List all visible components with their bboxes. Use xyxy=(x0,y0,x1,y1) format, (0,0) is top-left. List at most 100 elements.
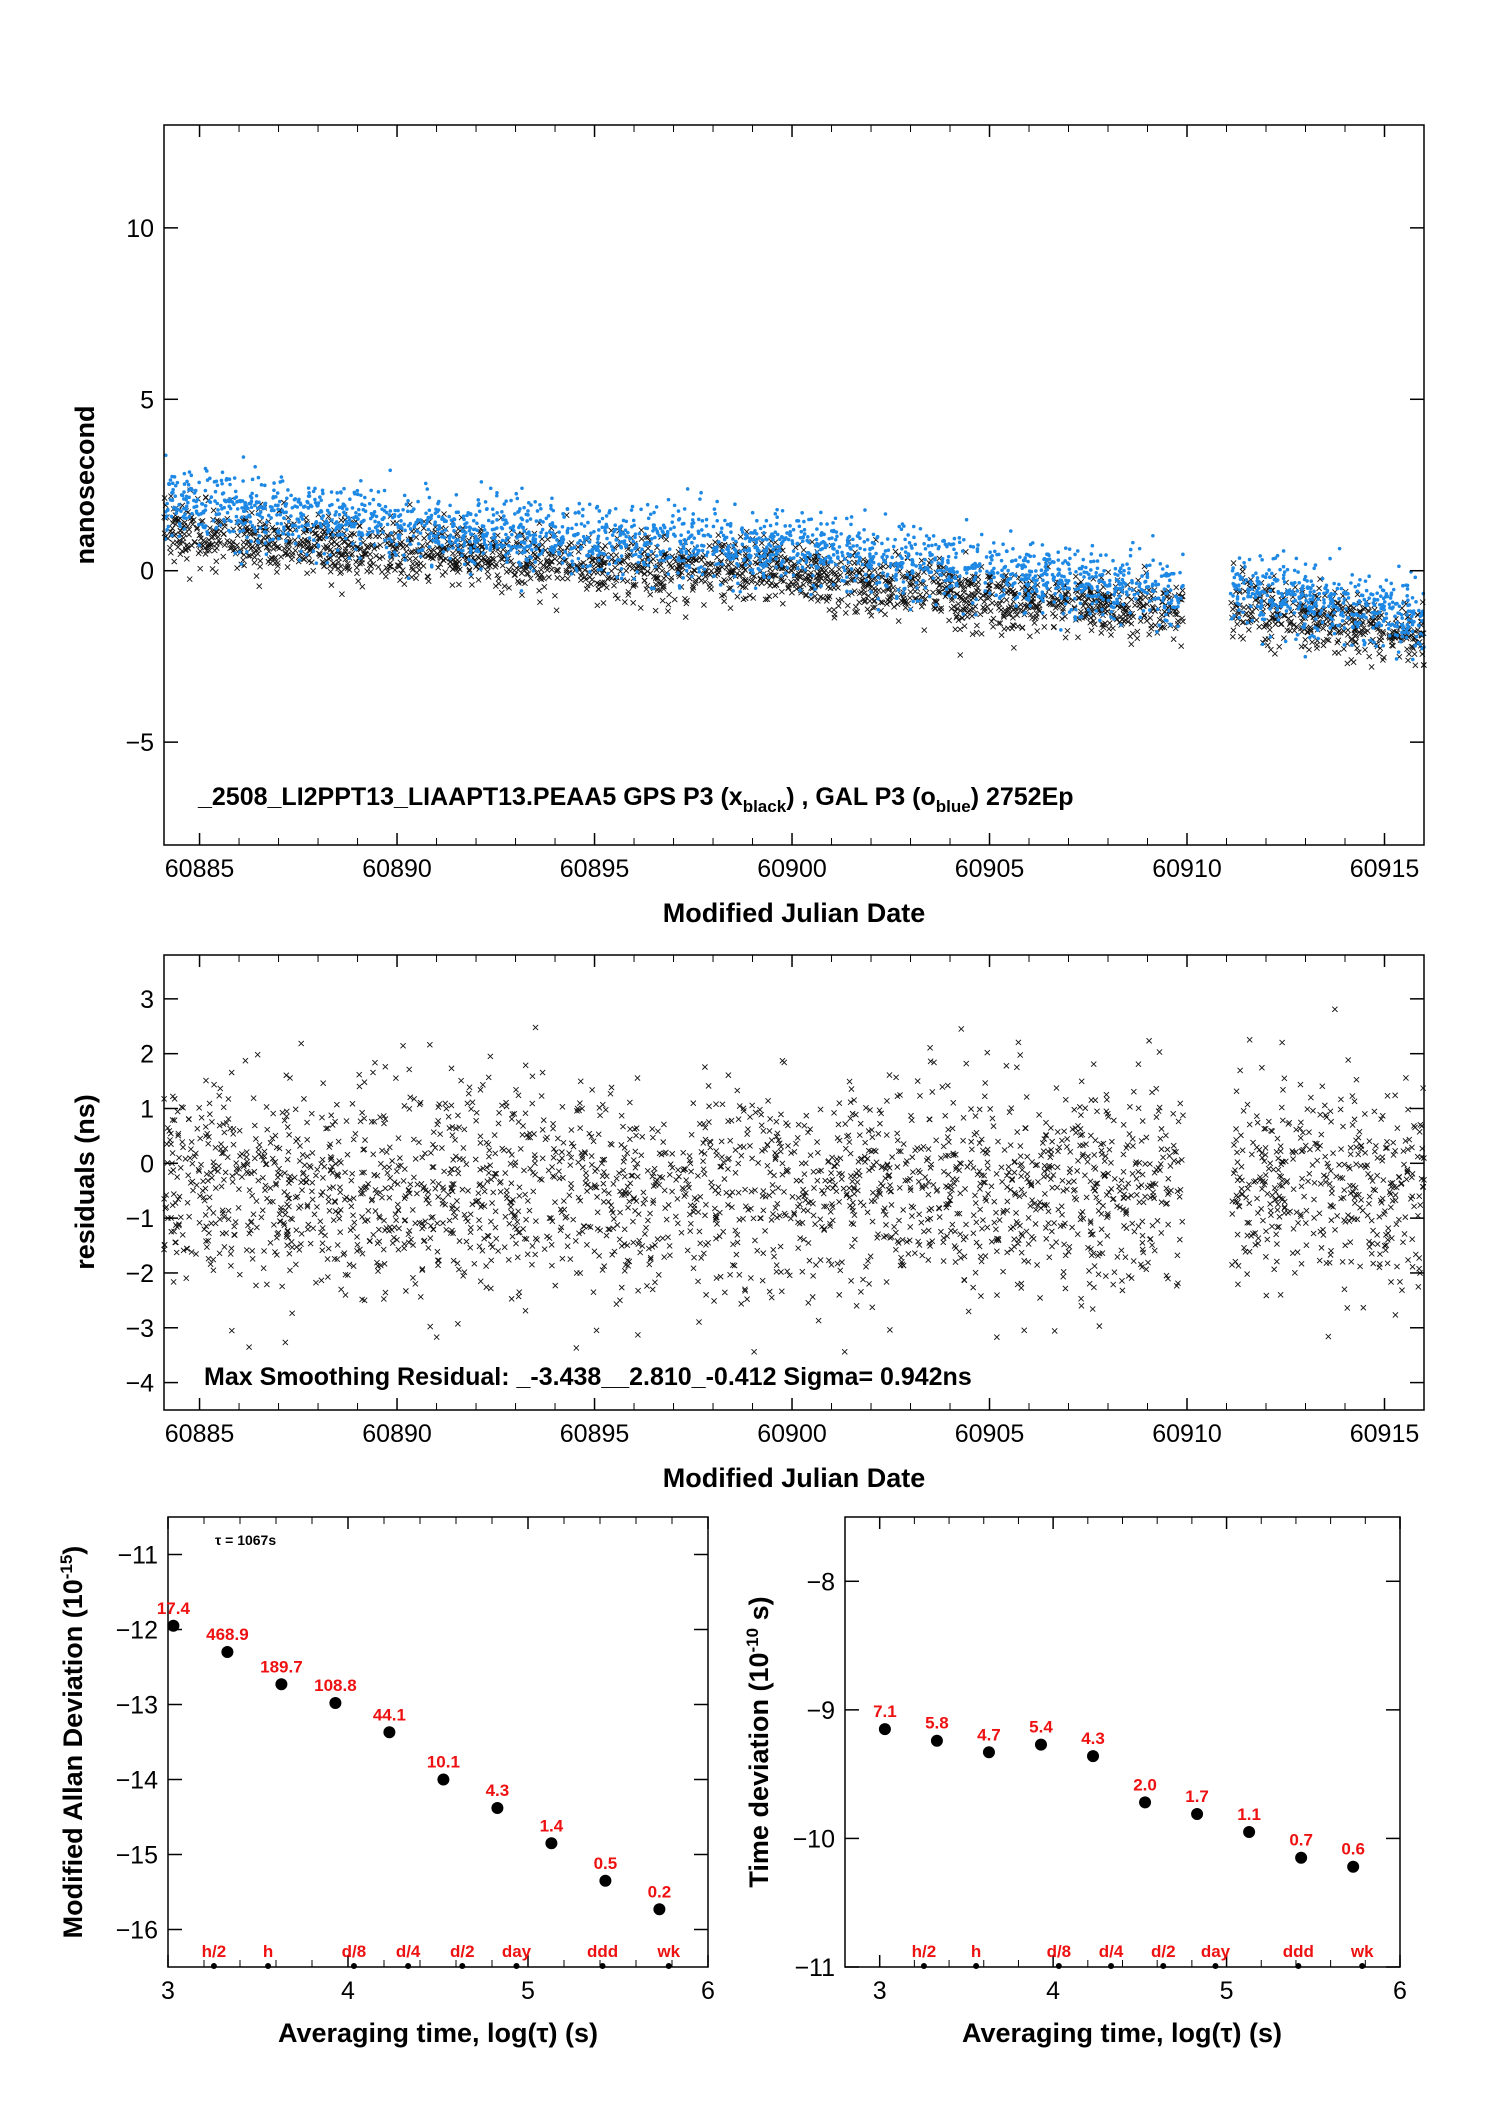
gal-point xyxy=(862,540,867,544)
gal-point xyxy=(197,480,201,485)
gal-point xyxy=(646,563,650,568)
gal-point xyxy=(702,567,707,572)
gal-point xyxy=(910,560,915,564)
gal-point xyxy=(211,518,216,523)
gal-point xyxy=(843,557,847,561)
gal-point xyxy=(263,541,268,545)
gal-point xyxy=(945,544,949,549)
gal-point xyxy=(345,507,349,511)
gal-point xyxy=(1364,588,1369,593)
gal-point xyxy=(1405,594,1409,598)
gal-point xyxy=(849,567,854,571)
gal-point xyxy=(685,487,690,491)
gal-point xyxy=(203,466,208,471)
gps-point xyxy=(923,589,930,596)
gal-point xyxy=(686,555,691,560)
gal-point xyxy=(1112,617,1116,621)
gal-point xyxy=(802,519,806,524)
gal-point xyxy=(785,565,790,570)
gal-point xyxy=(1332,581,1336,586)
gal-point xyxy=(1232,575,1237,580)
gal-point xyxy=(1234,572,1238,577)
gal-point xyxy=(284,510,288,515)
gal-point xyxy=(509,498,513,503)
gal-point xyxy=(1176,624,1180,629)
gps-point xyxy=(969,631,976,638)
gps-point xyxy=(577,577,584,584)
gal-point xyxy=(1122,568,1126,573)
gal-point xyxy=(351,541,355,546)
gal-point xyxy=(239,519,243,524)
gps-point xyxy=(220,553,227,560)
gal-point xyxy=(541,520,545,524)
gal-point xyxy=(258,510,263,514)
gal-point xyxy=(1162,587,1167,592)
gps-point xyxy=(1240,635,1247,642)
gal-point xyxy=(1358,614,1363,619)
gal-point xyxy=(241,479,245,483)
gal-point xyxy=(874,551,878,556)
gal-point xyxy=(1246,591,1251,596)
gal-point xyxy=(1246,587,1250,591)
gal-point xyxy=(1030,589,1034,594)
gps-point xyxy=(721,541,728,548)
gal-point xyxy=(1109,609,1114,614)
gal-point xyxy=(774,545,778,549)
gal-point xyxy=(358,537,362,541)
gal-point xyxy=(816,554,821,559)
gal-point xyxy=(1298,601,1303,605)
gal-point xyxy=(259,483,264,487)
gal-point xyxy=(1329,592,1333,597)
gal-point xyxy=(1073,581,1077,585)
gal-point xyxy=(1106,598,1111,603)
gal-point xyxy=(1156,582,1161,587)
gal-point xyxy=(636,560,641,565)
gal-point xyxy=(282,516,286,520)
gal-point xyxy=(501,517,505,522)
gal-point xyxy=(1384,616,1389,620)
gal-point xyxy=(646,552,650,557)
gal-point xyxy=(367,501,372,506)
gal-point xyxy=(1176,600,1181,605)
gal-point xyxy=(593,545,598,549)
gal-point xyxy=(1094,570,1098,575)
gal-point xyxy=(881,571,885,575)
gal-point xyxy=(376,520,381,525)
gps-point xyxy=(455,581,462,588)
gal-point xyxy=(800,539,805,543)
gal-point xyxy=(503,553,508,557)
gal-point xyxy=(448,503,452,508)
gal-point xyxy=(1063,559,1067,563)
gal-point xyxy=(1040,590,1045,594)
gal-point xyxy=(915,586,919,590)
gal-point xyxy=(665,529,670,534)
gal-point xyxy=(758,526,763,531)
gal-point xyxy=(354,547,358,552)
gal-point xyxy=(427,495,432,500)
gal-point xyxy=(219,503,223,508)
gal-point xyxy=(784,536,788,540)
gps-point xyxy=(273,569,280,575)
gal-point xyxy=(238,529,242,534)
gal-point xyxy=(234,495,239,499)
gal-point xyxy=(974,597,979,602)
gal-point xyxy=(1033,582,1038,586)
gps-point xyxy=(1143,617,1150,624)
gal-point xyxy=(1420,619,1424,623)
gal-point xyxy=(1134,597,1138,601)
gps-point xyxy=(1316,585,1322,592)
gal-point xyxy=(465,513,469,518)
gal-point xyxy=(700,548,705,553)
gal-point xyxy=(1069,607,1074,612)
gal-point xyxy=(642,543,647,547)
gal-point xyxy=(1157,623,1161,627)
gal-point xyxy=(947,584,952,589)
gal-point xyxy=(761,571,766,576)
gal-point xyxy=(619,554,624,558)
gal-point xyxy=(1284,589,1289,593)
gal-point xyxy=(1241,596,1246,601)
gal-point xyxy=(921,578,925,583)
gal-point xyxy=(253,529,258,534)
gal-point xyxy=(797,524,802,529)
gps-point xyxy=(728,560,735,567)
